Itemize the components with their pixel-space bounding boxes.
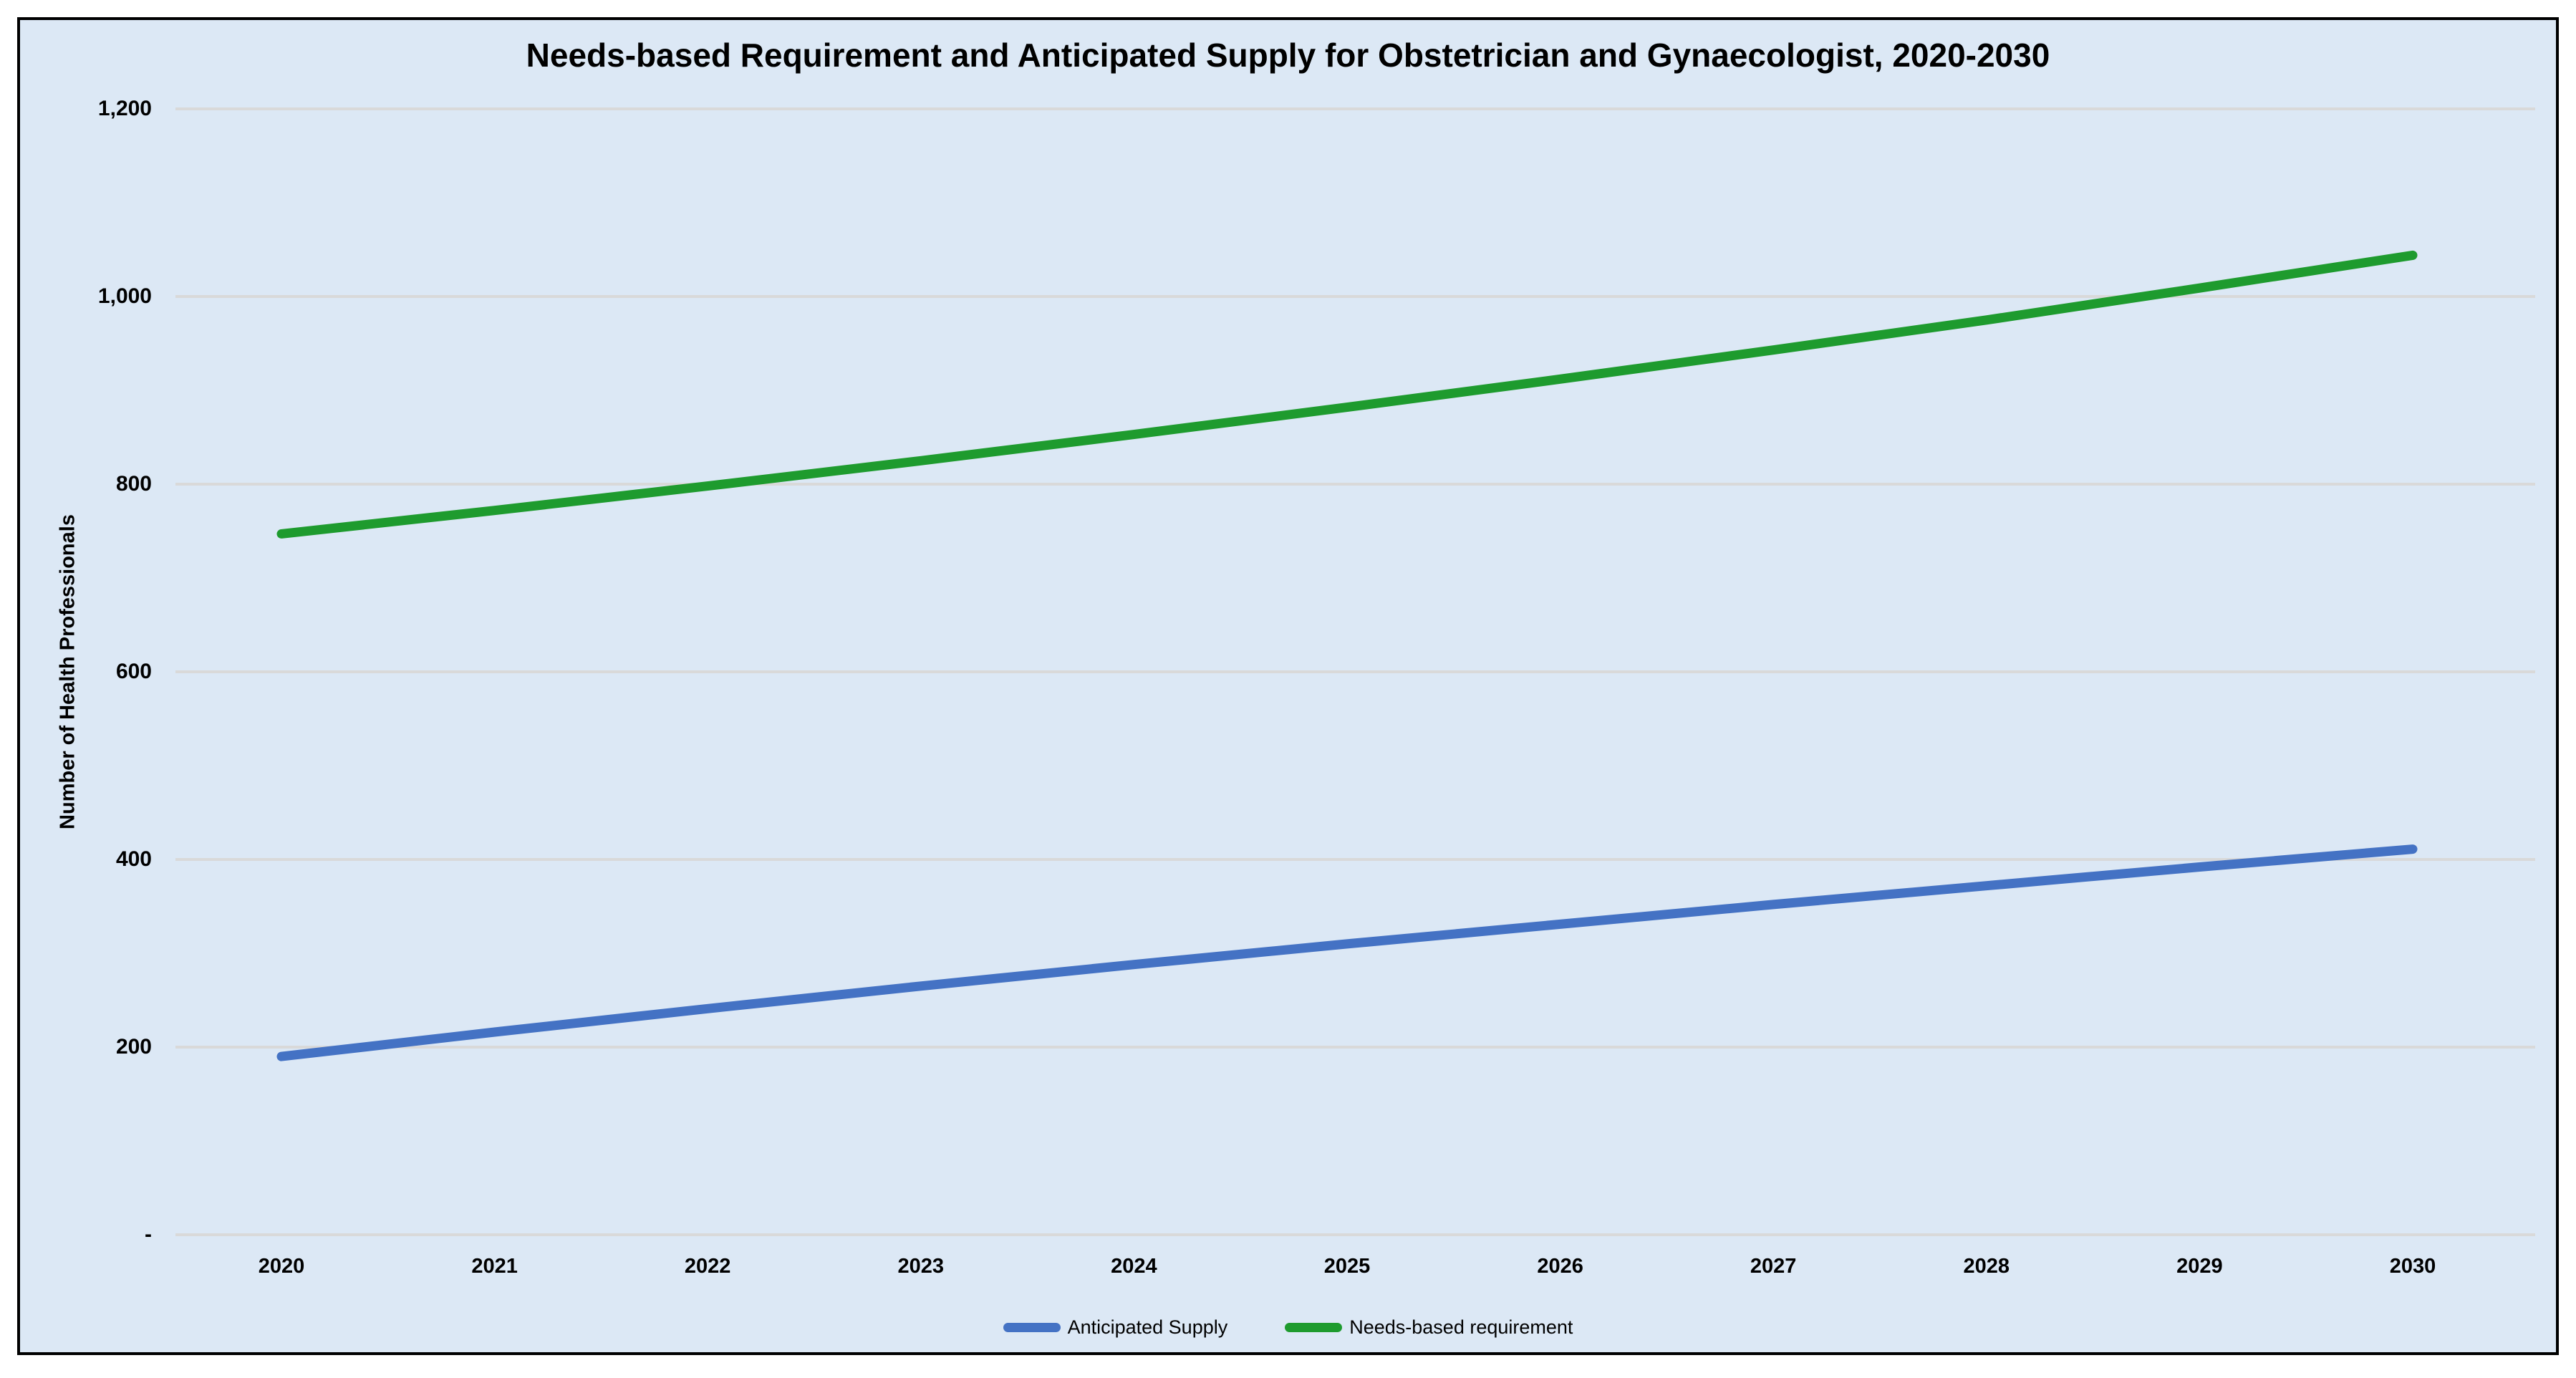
- x-axis-tick-label: 2029: [2176, 1255, 2223, 1278]
- x-axis-tick-label: 2030: [2389, 1255, 2436, 1278]
- y-axis-tick-label: 1,200: [97, 97, 152, 120]
- legend-label-needs-based-requirement: Needs-based requirement: [1349, 1316, 1573, 1338]
- x-axis-tick-label: 2028: [1963, 1255, 2010, 1278]
- y-axis-tick-label: -: [145, 1223, 152, 1246]
- y-axis-tick-label: 400: [115, 847, 152, 871]
- x-axis-tick-label: 2025: [1323, 1255, 1371, 1278]
- legend-swatch-needs-based-requirement: [1285, 1323, 1343, 1332]
- y-axis-tick-label: 200: [115, 1035, 152, 1059]
- series-line-anticipated-supply: [276, 844, 2418, 1061]
- x-axis-tick-label: 2026: [1537, 1255, 1583, 1278]
- legend-label-anticipated-supply: Anticipated Supply: [1067, 1316, 1228, 1338]
- legend-item-needs-based-requirement: Needs-based requirement: [1285, 1316, 1573, 1339]
- series-line-needs-based-requirement: [276, 250, 2418, 539]
- x-axis-tick-label: 2024: [1111, 1255, 1157, 1278]
- legend-swatch-anticipated-supply: [1003, 1323, 1061, 1332]
- y-axis-tick-label: 800: [115, 472, 152, 496]
- x-axis-tick-label: 2021: [471, 1255, 518, 1278]
- legend: Anticipated Supply Needs-based requireme…: [0, 1316, 2576, 1339]
- x-axis-tick-label: 2022: [684, 1255, 731, 1278]
- y-axis-tick-label: 1,000: [97, 284, 152, 308]
- chart-frame: [17, 17, 2559, 1355]
- x-axis-tick-label: 2023: [897, 1255, 945, 1278]
- legend-item-anticipated-supply: Anticipated Supply: [1003, 1316, 1228, 1339]
- x-axis-tick-label: 2027: [1750, 1255, 1797, 1278]
- x-axis-tick-label: 2020: [258, 1255, 305, 1278]
- y-axis-tick-label: 600: [115, 660, 152, 683]
- chart-title: Needs-based Requirement and Anticipated …: [526, 37, 2050, 74]
